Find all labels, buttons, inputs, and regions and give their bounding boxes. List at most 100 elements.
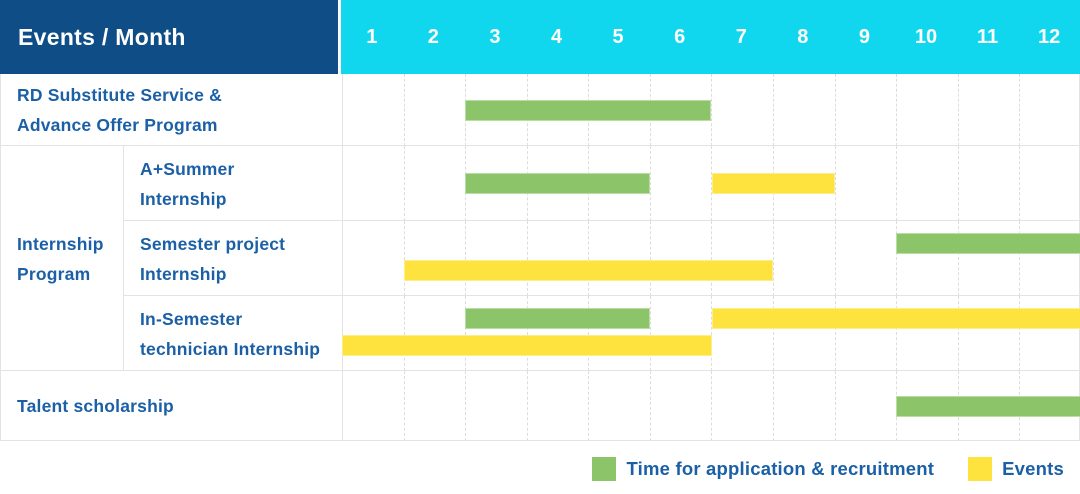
legend-swatch-application <box>592 457 617 481</box>
grid-cell <box>957 146 1020 221</box>
grid-cell <box>342 296 404 371</box>
legend-label-events: Events <box>1002 458 1064 479</box>
row-talent-scholarship: Talent scholarship <box>1 371 1080 441</box>
grid-cell <box>1019 296 1080 371</box>
legend: Time for application & recruitment Events <box>592 455 1064 483</box>
month-header-12: 12 <box>1038 25 1061 48</box>
bar-application-a-plus-summer-internship <box>465 173 650 194</box>
grid-cell <box>1019 74 1080 146</box>
grid-cell <box>834 146 897 221</box>
grid-cell <box>588 371 650 441</box>
month-header-2: 2 <box>427 25 439 48</box>
month-header-11: 11 <box>976 25 999 48</box>
row-semester-project-internship: Semester project Internship <box>1 221 1080 296</box>
bar-events-in-semester-technician-internship <box>342 335 712 356</box>
month-header-8: 8 <box>797 25 809 48</box>
grid-cell <box>773 296 835 371</box>
grid-cell <box>342 146 404 221</box>
table-header: Events / Month 1 2 3 4 5 6 7 8 9 10 11 12 <box>0 0 1080 74</box>
grid-cell <box>711 221 773 296</box>
legend-label-application: Time for application & recruitment <box>626 458 935 479</box>
bar-application-talent-scholarship <box>896 395 1080 417</box>
grid-cell <box>649 146 712 221</box>
grid-cell <box>465 371 527 441</box>
grid-cell <box>957 296 1020 371</box>
grid-cell <box>342 371 404 441</box>
row-label-semester-project-internship: Semester project Internship <box>140 233 286 284</box>
row-divider <box>1 145 1080 146</box>
header-title-cell: Events / Month <box>0 0 341 74</box>
grid-cell <box>403 74 466 146</box>
bar-events-semester-project-internship <box>403 260 774 281</box>
grid-cell <box>896 296 958 371</box>
grid-cell <box>773 371 835 441</box>
group-label-internship-program: Internship Program <box>1 146 124 371</box>
month-header-row: 1 2 3 4 5 6 7 8 9 10 11 12 <box>341 0 1080 74</box>
row-divider <box>124 295 1080 296</box>
month-header-5: 5 <box>612 25 624 48</box>
grid-cell <box>649 296 712 371</box>
month-header-9: 9 <box>858 25 870 48</box>
row-divider <box>1 370 1080 371</box>
grid-cell <box>711 371 773 441</box>
legend-swatch-events <box>968 457 993 481</box>
grid-cell <box>1019 221 1080 296</box>
row-a-plus-summer-internship: A+Summer Internship <box>1 146 1080 221</box>
bar-events-a-plus-summer-internship <box>711 173 835 194</box>
row-label-rd-substitute-service: RD Substitute Service & Advance Offer Pro… <box>17 85 222 135</box>
row-label-talent-scholarship: Talent scholarship <box>17 396 174 416</box>
bar-application-in-semester-technician-internship <box>465 308 650 329</box>
grid-cell <box>834 371 897 441</box>
bar-events-in-semester-technician-internship <box>711 308 1080 329</box>
month-header-3: 3 <box>489 25 501 48</box>
month-header-1: 1 <box>366 25 378 48</box>
month-grid <box>342 296 1080 371</box>
grid-cell <box>465 221 527 296</box>
row-label-in-semester-technician-internship: In-Semester technician Internship <box>140 308 321 359</box>
grid-cell <box>896 221 958 296</box>
month-header-4: 4 <box>550 25 563 48</box>
legend-item-events: Events <box>968 457 1064 481</box>
grid-cell <box>526 371 589 441</box>
grid-cell <box>588 221 650 296</box>
grid-cell <box>834 296 897 371</box>
row-in-semester-technician-internship: In-Semester technician Internship <box>1 296 1080 371</box>
grid-cell <box>1019 146 1080 221</box>
grid-cell <box>957 221 1020 296</box>
grid-cell <box>403 221 466 296</box>
grid-cell <box>342 221 404 296</box>
grid-cell <box>403 146 466 221</box>
table-body: RD Substitute Service & Advance Offer Pro… <box>0 74 1080 441</box>
grid-cell <box>834 74 897 146</box>
grid-cell <box>403 296 466 371</box>
month-header-6: 6 <box>674 25 686 48</box>
month-header-7: 7 <box>735 25 747 48</box>
bar-application-rd-substitute-service <box>465 99 712 121</box>
grid-cell <box>834 221 897 296</box>
grid-cell <box>649 371 712 441</box>
row-divider <box>124 220 1080 221</box>
month-header-10: 10 <box>914 25 938 48</box>
grid-cell <box>649 221 712 296</box>
month-grid <box>342 221 1080 296</box>
grid-cell <box>773 74 835 146</box>
row-divider <box>1 440 1080 441</box>
row-label-a-plus-summer-internship: A+Summer Internship <box>140 158 235 209</box>
grid-cell <box>711 74 773 146</box>
grid-cell <box>773 221 835 296</box>
grid-cell <box>526 221 589 296</box>
bar-application-semester-project-internship <box>896 233 1080 254</box>
header-title: Events / Month <box>18 23 186 50</box>
grid-cell <box>465 296 527 371</box>
grid-cell <box>896 74 958 146</box>
grid-cell <box>403 371 466 441</box>
grid-cell <box>957 74 1020 146</box>
legend-item-application: Time for application & recruitment <box>592 457 934 481</box>
grid-cell <box>526 296 589 371</box>
row-rd-substitute-service: RD Substitute Service & Advance Offer Pro… <box>1 74 1080 146</box>
grid-cell <box>588 296 650 371</box>
grid-cell <box>342 74 404 146</box>
grid-cell <box>896 146 958 221</box>
grid-cell <box>711 296 773 371</box>
